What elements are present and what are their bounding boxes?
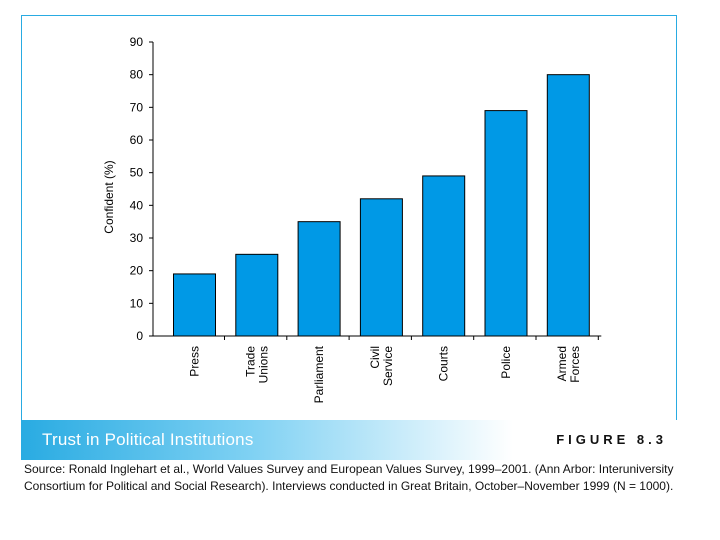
bar (235, 253, 279, 337)
y-axis-label: Confident (%) (102, 160, 116, 233)
category-label: Armed (555, 346, 569, 381)
category-label: Parliament (312, 345, 326, 403)
bar (484, 110, 528, 337)
category-label: Police (499, 346, 513, 379)
y-tick-label: 80 (130, 68, 144, 82)
source-caption: Source: Ronald Inglehart et al., World V… (24, 461, 690, 495)
y-tick-label: 10 (130, 296, 144, 310)
figure-banner: Trust in Political Institutions FIGURE 8… (21, 420, 677, 460)
category-label: Service (381, 346, 395, 386)
y-tick-label: 90 (130, 35, 144, 49)
category-label: Courts (437, 346, 451, 381)
bar (422, 175, 466, 337)
figure-label: FIGURE 8.3 (556, 432, 667, 447)
bar (359, 198, 403, 337)
bar (297, 221, 341, 337)
category-label: Unions (256, 346, 270, 383)
y-tick-label: 40 (130, 198, 144, 212)
y-tick-label: 20 (130, 264, 144, 278)
bar (546, 74, 590, 337)
category-label: Press (188, 346, 202, 377)
chart-title: Trust in Political Institutions (42, 430, 254, 449)
bar-chart: 0 10 20 30 40 50 60 70 80 90 Confident (%) Press Tra… (102, 35, 602, 403)
y-tick-label: 70 (130, 100, 144, 114)
y-tick-label: 30 (130, 231, 144, 245)
y-tick-label: 50 (130, 166, 144, 180)
category-label: Forces (568, 346, 582, 383)
y-tick-label: 0 (136, 329, 143, 343)
source-text: Source: Ronald Inglehart et al., World V… (24, 462, 674, 493)
bar (173, 273, 216, 337)
y-tick-label: 60 (130, 133, 144, 147)
category-label: Trade (243, 346, 257, 377)
category-label: Civil (368, 346, 382, 369)
chart-frame: 0 10 20 30 40 50 60 70 80 90 Confident (%) Press Tra… (21, 15, 677, 420)
